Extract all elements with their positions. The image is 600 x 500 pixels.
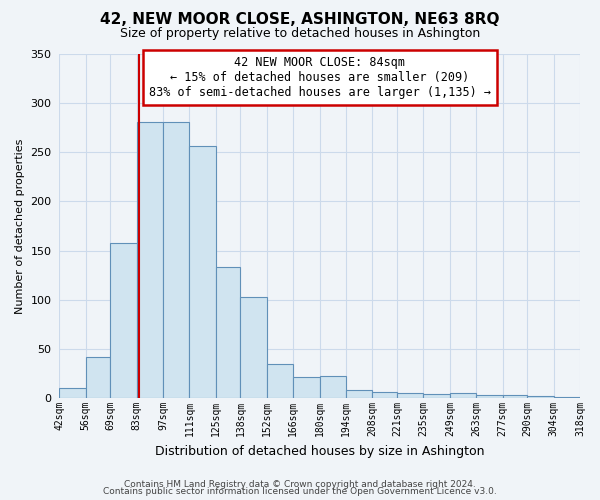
- Bar: [190, 146, 216, 398]
- Bar: [293, 376, 320, 398]
- Bar: [320, 376, 346, 398]
- Bar: [450, 393, 476, 398]
- Bar: [59, 388, 86, 398]
- Text: 42, NEW MOOR CLOSE, ASHINGTON, NE63 8RQ: 42, NEW MOOR CLOSE, ASHINGTON, NE63 8RQ: [100, 12, 500, 28]
- Bar: [397, 393, 424, 398]
- Bar: [110, 243, 137, 398]
- Bar: [216, 268, 241, 398]
- Bar: [137, 122, 163, 398]
- Y-axis label: Number of detached properties: Number of detached properties: [15, 138, 25, 314]
- Bar: [267, 364, 293, 398]
- Bar: [346, 390, 373, 398]
- Text: Size of property relative to detached houses in Ashington: Size of property relative to detached ho…: [120, 28, 480, 40]
- Bar: [86, 357, 110, 398]
- X-axis label: Distribution of detached houses by size in Ashington: Distribution of detached houses by size …: [155, 444, 484, 458]
- Text: Contains public sector information licensed under the Open Government Licence v3: Contains public sector information licen…: [103, 487, 497, 496]
- Bar: [476, 395, 503, 398]
- Bar: [424, 394, 450, 398]
- Text: 42 NEW MOOR CLOSE: 84sqm
← 15% of detached houses are smaller (209)
83% of semi-: 42 NEW MOOR CLOSE: 84sqm ← 15% of detach…: [149, 56, 491, 99]
- Text: Contains HM Land Registry data © Crown copyright and database right 2024.: Contains HM Land Registry data © Crown c…: [124, 480, 476, 489]
- Bar: [373, 392, 397, 398]
- Bar: [241, 297, 267, 398]
- Bar: [163, 122, 190, 398]
- Bar: [503, 395, 527, 398]
- Bar: [527, 396, 554, 398]
- Bar: [554, 397, 580, 398]
